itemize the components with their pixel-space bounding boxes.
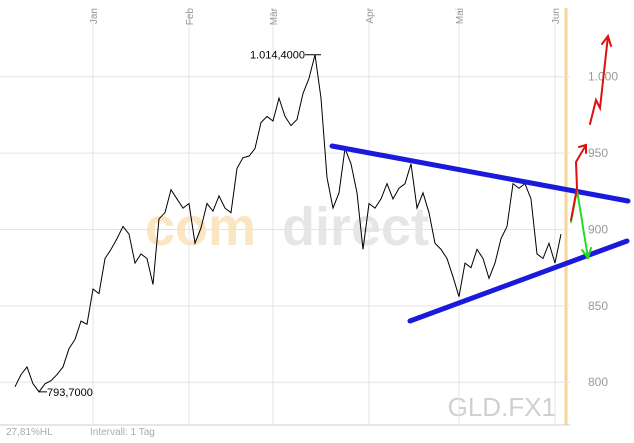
x-tick-label: Apr: [365, 7, 376, 23]
drawings: [329, 33, 631, 324]
symbol-label: GLD.FX1: [448, 392, 556, 422]
price-line: [14, 54, 562, 393]
trend-line: [329, 143, 631, 204]
arrow-head: [578, 143, 587, 154]
annotation: 1.014,4000: [250, 50, 305, 62]
y-tick-label: 850: [588, 299, 608, 313]
y-tick-label: 900: [588, 222, 608, 236]
x-tick-label: Mai: [455, 8, 466, 24]
x-tick-label: Jan: [89, 8, 100, 24]
x-tick-label: Feb: [185, 8, 196, 26]
red-arrow: [589, 35, 609, 125]
x-tick-label: Jun: [551, 8, 562, 24]
trend-line: [407, 238, 630, 324]
x-tick-label: Mär: [269, 7, 280, 25]
watermark: com direct GLD.FX1: [145, 197, 556, 422]
footer-interval: Intervall: 1 Tag: [90, 427, 155, 438]
arrow-head: [581, 247, 592, 261]
y-tick-label: 800: [588, 375, 608, 389]
red-arrow: [570, 144, 587, 221]
footer-range: 27,81%HL: [6, 427, 53, 438]
watermark-brand: com: [145, 197, 256, 257]
y-tick-label: 950: [588, 146, 608, 160]
arrow-head: [601, 33, 612, 47]
watermark-brand: direct: [282, 197, 429, 257]
annotation: 793,7000: [47, 387, 93, 399]
